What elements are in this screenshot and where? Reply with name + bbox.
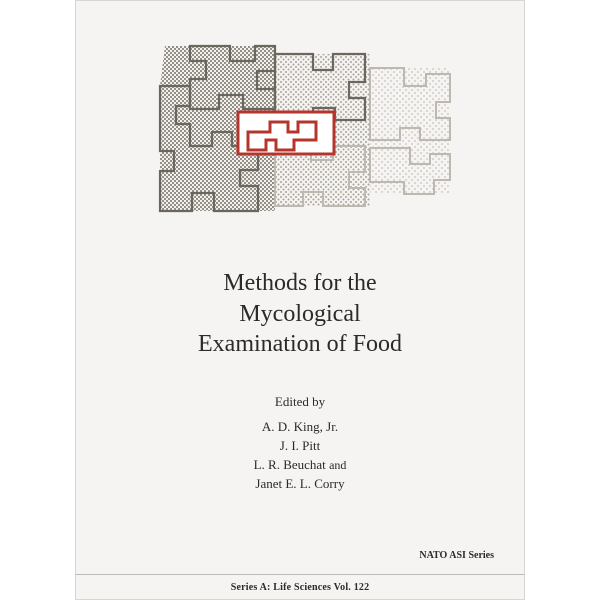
- editor-4: Janet E. L. Corry: [76, 475, 524, 494]
- cover-graphic: [76, 1, 524, 226]
- editor-1: A. D. King, Jr.: [76, 418, 524, 437]
- series-badge: NATO ASI Series: [419, 550, 494, 561]
- title-block: Methods for the Mycological Examination …: [76, 268, 524, 360]
- puzzle-graphic-icon: [120, 26, 480, 226]
- editor-3-line: L. R. Beuchat and: [76, 456, 524, 475]
- and-word: and: [329, 458, 346, 472]
- edited-by-label: Edited by: [76, 394, 524, 410]
- editor-3: L. R. Beuchat: [254, 457, 326, 472]
- book-cover: Methods for the Mycological Examination …: [75, 0, 525, 600]
- footer-series: Series A: Life Sciences Vol. 122: [76, 574, 524, 599]
- title-line-3: Examination of Food: [76, 329, 524, 360]
- editors-list: A. D. King, Jr. J. I. Pitt L. R. Beuchat…: [76, 418, 524, 493]
- title-line-1: Methods for the: [76, 268, 524, 299]
- editor-2: J. I. Pitt: [76, 437, 524, 456]
- title-line-2: Mycological: [76, 299, 524, 330]
